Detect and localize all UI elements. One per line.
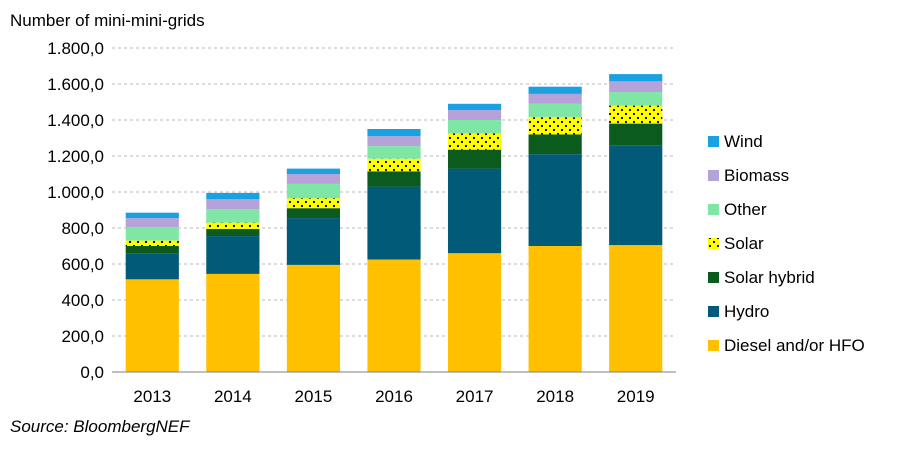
legend-label: Wind — [724, 132, 763, 151]
y-tick-label: 1.200,0 — [47, 147, 104, 166]
bar-segment — [609, 145, 663, 246]
bar-segment — [528, 154, 582, 246]
bar-segment — [206, 192, 260, 200]
x-tick-label: 2015 — [295, 387, 333, 406]
bar-segment — [528, 86, 582, 94]
bar-segment — [367, 158, 421, 172]
y-tick-labels: 0,0 200,0 400,0 600,0 800,0 1.000,0 1.200,0 1.4… — [47, 39, 104, 382]
bar-segment — [206, 222, 260, 229]
bar-segment — [447, 149, 502, 169]
legend-label: Solar — [724, 234, 764, 253]
bar-segment — [206, 228, 260, 237]
y-tick-label: 800,0 — [61, 219, 104, 238]
bar-segment — [125, 279, 179, 372]
bar-segment — [367, 171, 421, 187]
legend-swatch — [708, 238, 719, 249]
bar-segment — [125, 227, 179, 241]
legend-swatch — [708, 136, 719, 147]
bar-segment — [206, 273, 260, 372]
bar-segment — [447, 110, 502, 120]
bar-segment — [206, 209, 260, 223]
legend-label: Solar hybrid — [724, 268, 815, 287]
legend-swatch — [708, 306, 719, 317]
x-tick-labels: 2013 2014 2015 2016 2017 2018 2019 — [133, 387, 654, 406]
bar-segment — [609, 81, 663, 93]
bar-segment — [447, 133, 502, 150]
bar-segment — [286, 168, 341, 174]
legend-swatch — [708, 272, 719, 283]
y-tick-label: 600,0 — [61, 255, 104, 274]
bar-segment — [367, 129, 421, 137]
bar-segment — [447, 253, 502, 372]
legend-swatch — [708, 170, 719, 181]
bar-segment — [367, 186, 421, 260]
legend-swatch — [708, 204, 719, 215]
bar-segment — [528, 103, 582, 118]
legend-label: Other — [724, 200, 767, 219]
bar-segment — [286, 198, 341, 209]
y-tick-label: 200,0 — [61, 327, 104, 346]
y-tick-label: 1.400,0 — [47, 111, 104, 130]
y-tick-label: 1.800,0 — [47, 39, 104, 58]
bar-segment — [125, 253, 179, 280]
bar-segment — [125, 212, 179, 219]
bar-segment — [609, 245, 663, 372]
legend: Wind Biomass Other Solar Solar hybrid Hydro Di… — [708, 132, 865, 355]
x-tick-label: 2018 — [536, 387, 574, 406]
bar-segment — [286, 208, 341, 219]
bar-segment — [367, 259, 421, 372]
bar-segment — [286, 183, 341, 199]
bar-segment — [125, 246, 179, 254]
y-tick-label: 400,0 — [61, 291, 104, 310]
bars — [125, 74, 663, 372]
bar-segment — [528, 93, 582, 104]
bar-segment — [286, 218, 341, 265]
x-tick-label: 2017 — [456, 387, 494, 406]
bar-segment — [609, 92, 663, 106]
bar-segment — [367, 136, 421, 147]
y-tick-label: 0,0 — [80, 363, 104, 382]
bar-segment — [286, 174, 341, 184]
legend-swatch — [708, 340, 719, 351]
bar-segment — [528, 134, 582, 155]
bar-segment — [286, 264, 341, 372]
bar-segment — [367, 146, 421, 159]
legend-label: Hydro — [724, 302, 769, 321]
bar-segment — [609, 105, 663, 124]
bar-segment — [125, 218, 179, 228]
x-tick-label: 2013 — [133, 387, 171, 406]
source-note: Source: BloombergNEF — [10, 417, 191, 436]
bar-segment — [206, 199, 260, 210]
bar-segment — [528, 246, 582, 372]
bar-segment — [447, 103, 502, 111]
bar-segment — [447, 120, 502, 134]
bar-segment — [609, 74, 663, 82]
y-axis-title: Number of mini-mini-grids — [10, 11, 205, 30]
x-tick-label: 2014 — [214, 387, 252, 406]
legend-label: Biomass — [724, 166, 789, 185]
y-tick-label: 1.000,0 — [47, 183, 104, 202]
x-tick-label: 2016 — [375, 387, 413, 406]
y-tick-label: 1.600,0 — [47, 75, 104, 94]
bar-segment — [528, 117, 582, 135]
bar-segment — [206, 236, 260, 274]
legend-label: Diesel and/or HFO — [724, 336, 865, 355]
x-tick-label: 2019 — [617, 387, 655, 406]
bar-segment — [125, 240, 179, 246]
bar-segment — [609, 123, 663, 146]
bar-segment — [447, 168, 502, 254]
